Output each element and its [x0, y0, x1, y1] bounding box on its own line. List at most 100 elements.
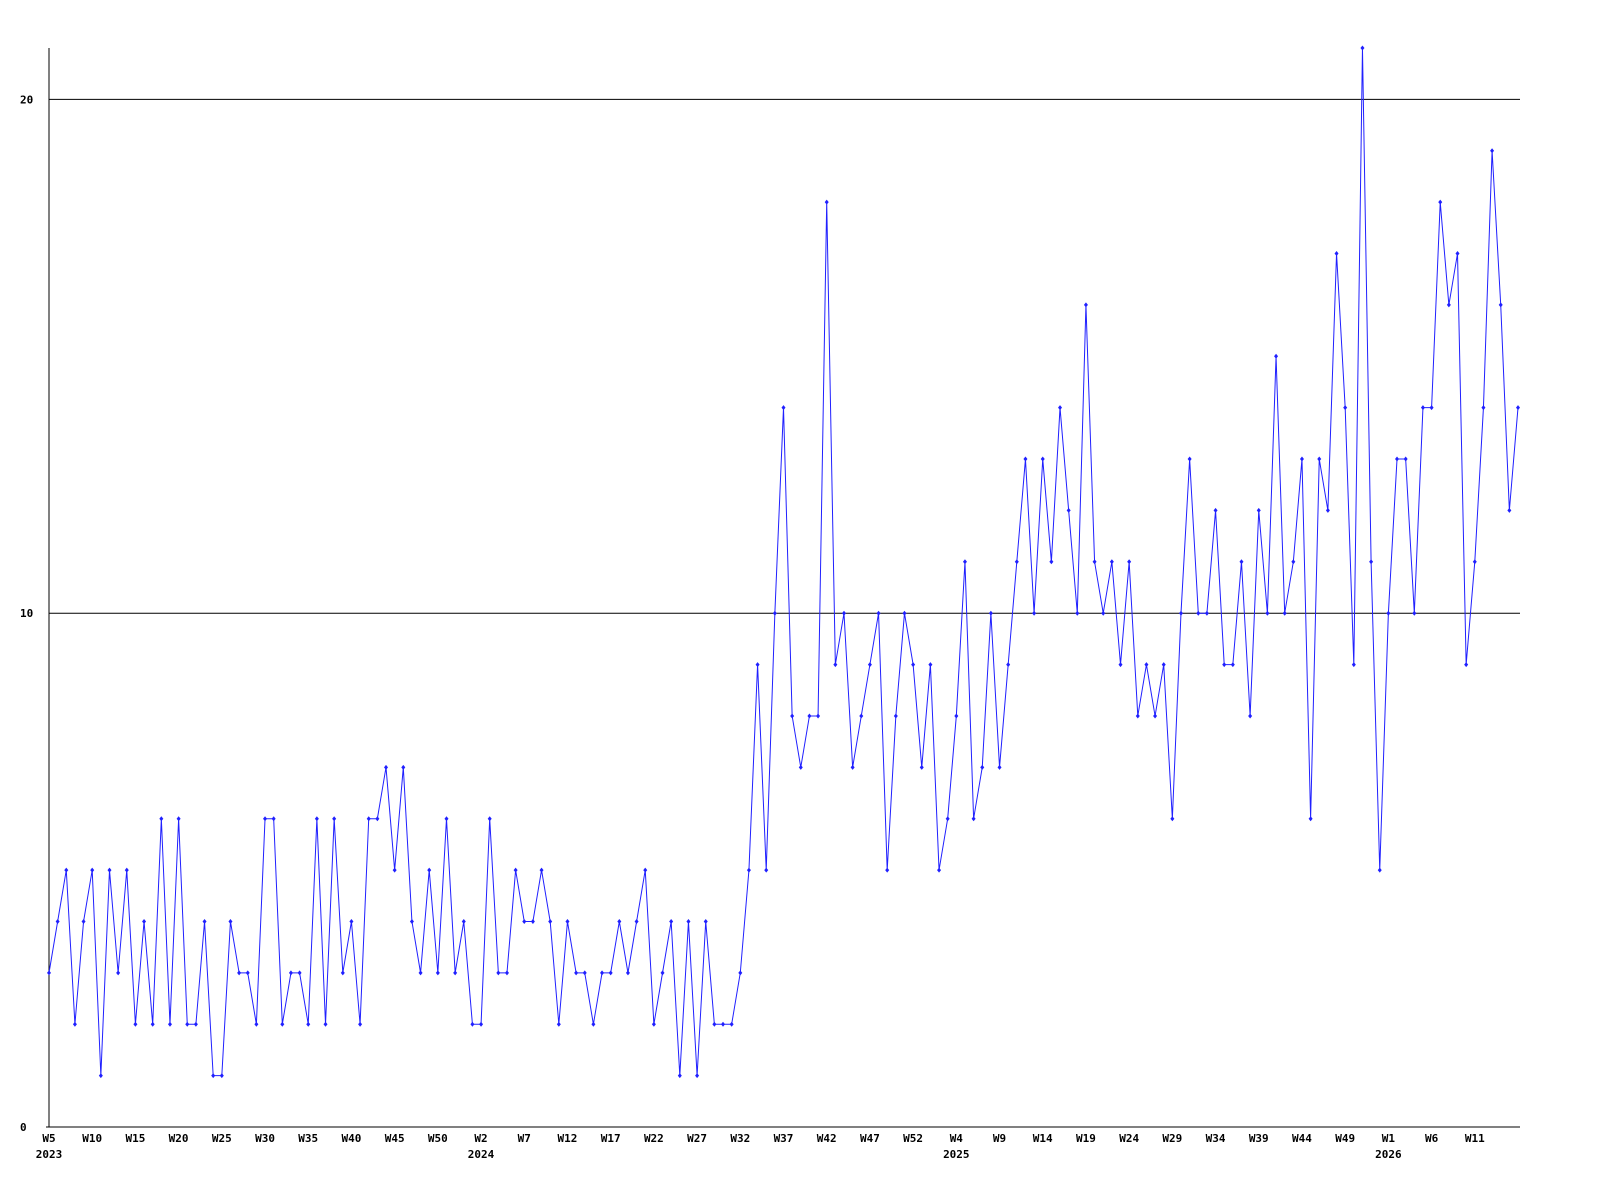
data-point — [556, 1021, 561, 1027]
data-point — [548, 918, 553, 924]
data-point — [504, 970, 509, 976]
data-point — [643, 867, 648, 873]
data-point — [1472, 559, 1477, 565]
data-point — [1170, 816, 1175, 822]
data-point — [1481, 405, 1486, 411]
x-tick-label: W1 2026 — [1375, 1132, 1402, 1161]
x-tick-label: W12 — [558, 1132, 578, 1145]
data-point — [263, 816, 268, 822]
data-point — [962, 559, 967, 565]
x-tick-label: W14 — [1033, 1132, 1053, 1145]
data-point — [1343, 405, 1348, 411]
data-point — [384, 764, 389, 770]
data-point — [798, 764, 803, 770]
x-tick-label: W32 — [730, 1132, 750, 1145]
data-point — [738, 970, 743, 976]
data-point — [366, 816, 371, 822]
data-point — [522, 918, 527, 924]
data-point — [314, 816, 319, 822]
data-point — [721, 1021, 726, 1027]
x-tick-label: W27 — [687, 1132, 707, 1145]
data-point — [902, 610, 907, 616]
data-point — [712, 1021, 717, 1027]
data-point — [1032, 610, 1037, 616]
data-point — [677, 1073, 682, 1079]
data-point — [695, 1073, 700, 1079]
data-point — [219, 1073, 224, 1079]
data-line — [48, 47, 1519, 1077]
data-point — [487, 816, 492, 822]
data-point — [1369, 559, 1374, 565]
data-point — [1464, 662, 1469, 668]
data-point — [790, 713, 795, 719]
data-point — [1204, 610, 1209, 616]
data-point — [1412, 610, 1417, 616]
data-point — [1291, 559, 1296, 565]
data-point — [1360, 45, 1365, 51]
data-point — [781, 405, 786, 411]
data-point — [116, 970, 121, 976]
data-point — [280, 1021, 285, 1027]
data-point — [90, 867, 95, 873]
y-tick-label: 20 — [20, 93, 33, 106]
data-point — [1153, 713, 1158, 719]
x-tick-label: W10 — [82, 1132, 102, 1145]
data-point — [254, 1021, 259, 1027]
data-point — [142, 918, 147, 924]
data-point — [1213, 507, 1218, 513]
data-point — [1317, 456, 1322, 462]
x-tick-label: W4 2025 — [943, 1132, 970, 1161]
x-tick-label: W49 — [1335, 1132, 1355, 1145]
data-point — [185, 1021, 190, 1027]
data-point — [202, 918, 207, 924]
data-point — [453, 970, 458, 976]
data-point — [634, 918, 639, 924]
data-point — [1265, 610, 1270, 616]
y-tick-label: 0 — [20, 1121, 27, 1134]
data-point — [937, 867, 942, 873]
data-point — [600, 970, 605, 976]
data-point — [1118, 662, 1123, 668]
x-tick-label: W24 — [1119, 1132, 1139, 1145]
data-point — [1334, 251, 1339, 257]
data-point — [1274, 353, 1279, 359]
x-tick-label: W22 — [644, 1132, 664, 1145]
data-point — [375, 816, 380, 822]
data-point — [1127, 559, 1132, 565]
data-point — [72, 1021, 77, 1027]
data-point — [1308, 816, 1313, 822]
data-point — [850, 764, 855, 770]
data-point — [841, 610, 846, 616]
data-point — [1282, 610, 1287, 616]
x-tick-label: W52 — [903, 1132, 923, 1145]
data-point — [1222, 662, 1227, 668]
data-point — [885, 867, 890, 873]
data-point — [859, 713, 864, 719]
data-point — [833, 662, 838, 668]
data-point — [1377, 867, 1382, 873]
data-point — [911, 662, 916, 668]
data-point — [893, 713, 898, 719]
data-point — [954, 713, 959, 719]
data-point — [435, 970, 440, 976]
data-point — [686, 918, 691, 924]
data-point — [427, 867, 432, 873]
data-point — [1490, 148, 1495, 154]
data-point — [1049, 559, 1054, 565]
data-point — [746, 867, 751, 873]
data-point — [1023, 456, 1028, 462]
data-point — [703, 918, 708, 924]
data-point — [1178, 610, 1183, 616]
data-point — [323, 1021, 328, 1027]
data-point — [1429, 405, 1434, 411]
data-point — [1516, 405, 1520, 411]
data-point — [1101, 610, 1106, 616]
data-point — [167, 1021, 172, 1027]
data-point — [1438, 199, 1443, 205]
data-point — [81, 918, 86, 924]
data-point — [997, 764, 1002, 770]
data-point — [401, 764, 406, 770]
data-point — [332, 816, 337, 822]
x-tick-label: W37 — [774, 1132, 794, 1145]
x-tick-label: W42 — [817, 1132, 837, 1145]
